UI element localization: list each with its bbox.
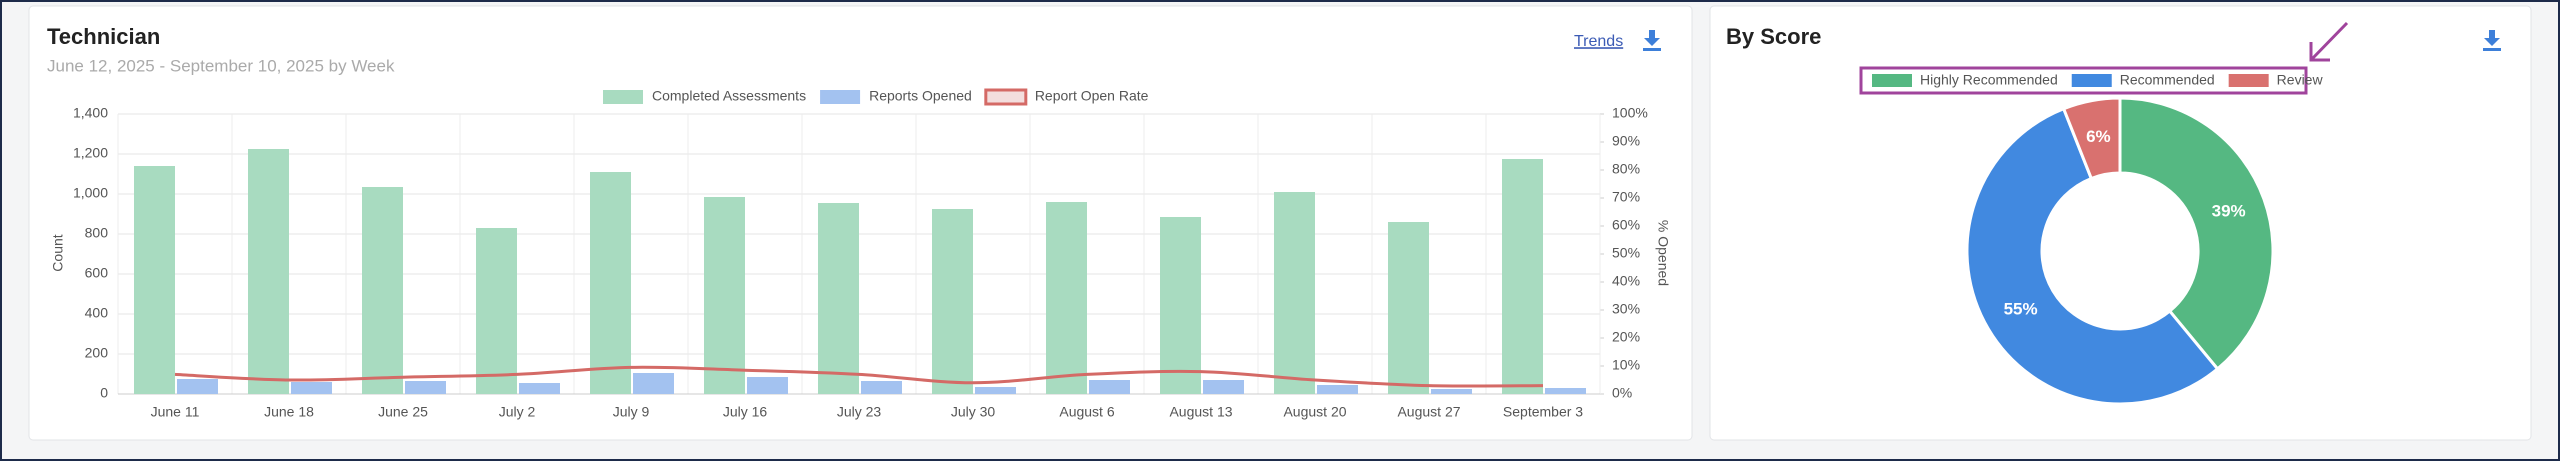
bar xyxy=(1502,159,1543,394)
legend-label: Review xyxy=(2277,72,2324,88)
y-tick-label: 400 xyxy=(85,305,109,321)
x-tick-label: June 18 xyxy=(264,404,314,420)
bar xyxy=(291,382,332,394)
bar xyxy=(1431,389,1472,394)
subtitle: June 12, 2025 - September 10, 2025 by We… xyxy=(47,56,395,75)
y2-axis-label: % Opened xyxy=(1655,220,1671,286)
trends-link[interactable]: Trends xyxy=(1574,33,1623,50)
bar xyxy=(476,228,517,394)
x-tick-label: August 6 xyxy=(1059,404,1114,420)
bar xyxy=(405,381,446,394)
bar xyxy=(1046,202,1087,394)
x-tick-label: August 27 xyxy=(1397,404,1460,420)
bar xyxy=(633,373,674,394)
y-tick-label: 800 xyxy=(85,225,109,241)
x-tick-label: July 16 xyxy=(723,404,768,420)
y2-tick-label: 50% xyxy=(1612,245,1640,261)
bar xyxy=(704,197,745,394)
x-tick-label: June 25 xyxy=(378,404,428,420)
bar xyxy=(519,383,560,394)
y2-tick-label: 70% xyxy=(1612,189,1640,205)
bar xyxy=(362,187,403,394)
slice-label: 6% xyxy=(2086,127,2111,146)
x-tick-label: July 23 xyxy=(837,404,882,420)
bar xyxy=(747,377,788,394)
x-tick-label: July 9 xyxy=(613,404,650,420)
y-tick-label: 600 xyxy=(85,265,109,281)
legend-label: Reports Opened xyxy=(869,88,972,104)
bar xyxy=(1317,385,1358,394)
bar xyxy=(177,379,218,394)
highlight-arrow xyxy=(2309,21,2349,62)
legend-label: Highly Recommended xyxy=(1920,72,2058,88)
bar xyxy=(1388,222,1429,394)
slice-label: 39% xyxy=(2212,201,2246,220)
panel xyxy=(1709,5,2532,441)
bar xyxy=(590,172,631,394)
y2-tick-label: 10% xyxy=(1612,357,1640,373)
slice-label: 55% xyxy=(2004,299,2038,318)
legend-swatch xyxy=(820,90,861,104)
highlight-box xyxy=(1859,66,2308,95)
y-tick-label: 0 xyxy=(100,385,108,401)
y-tick-label: 1,000 xyxy=(73,185,108,201)
bar xyxy=(861,381,902,394)
bar xyxy=(975,387,1016,394)
donut-slice xyxy=(2118,96,2275,372)
bar xyxy=(248,149,289,394)
y-tick-label: 1,200 xyxy=(73,145,108,161)
legend-label: Report Open Rate xyxy=(1035,88,1149,104)
bar xyxy=(1089,380,1130,394)
bar xyxy=(1203,380,1244,394)
download-icon[interactable] xyxy=(2483,30,2501,51)
donut-slice xyxy=(2061,96,2122,181)
bar xyxy=(134,166,175,394)
x-tick-label: June 11 xyxy=(151,404,200,420)
donut-slice xyxy=(1965,106,2220,406)
legend-label: Completed Assessments xyxy=(652,88,806,104)
bar xyxy=(932,209,973,394)
y2-tick-label: 80% xyxy=(1612,161,1640,177)
y2-tick-label: 100% xyxy=(1612,105,1648,121)
x-tick-label: September 3 xyxy=(1503,404,1583,420)
x-tick-label: August 20 xyxy=(1283,404,1346,420)
x-tick-label: July 30 xyxy=(951,404,996,420)
bar xyxy=(818,203,859,394)
legend-swatch xyxy=(603,90,643,104)
legend-swatch xyxy=(1872,74,1912,87)
panel-title: Technician xyxy=(47,24,160,49)
line xyxy=(174,365,1544,388)
y-tick-label: 200 xyxy=(85,345,109,361)
x-tick-label: July 2 xyxy=(499,404,536,420)
bar xyxy=(1545,388,1586,394)
panel-title: By Score xyxy=(1726,24,1821,49)
y2-tick-label: 20% xyxy=(1612,329,1640,345)
legend-swatch xyxy=(2071,74,2112,87)
legend-label: Recommended xyxy=(2120,72,2215,88)
y2-tick-label: 60% xyxy=(1612,217,1640,233)
y2-tick-label: 90% xyxy=(1612,133,1640,149)
download-icon[interactable] xyxy=(1643,30,1661,51)
legend-swatch xyxy=(2228,74,2269,87)
x-tick-label: August 13 xyxy=(1169,404,1232,420)
legend-swatch xyxy=(984,88,1028,106)
y2-tick-label: 0% xyxy=(1612,385,1632,401)
y-tick-label: 1,400 xyxy=(73,105,108,121)
bar xyxy=(1274,192,1315,394)
y2-tick-label: 30% xyxy=(1612,301,1640,317)
bar xyxy=(1160,217,1201,394)
y2-tick-label: 40% xyxy=(1612,273,1640,289)
y-axis-label: Count xyxy=(50,234,66,271)
